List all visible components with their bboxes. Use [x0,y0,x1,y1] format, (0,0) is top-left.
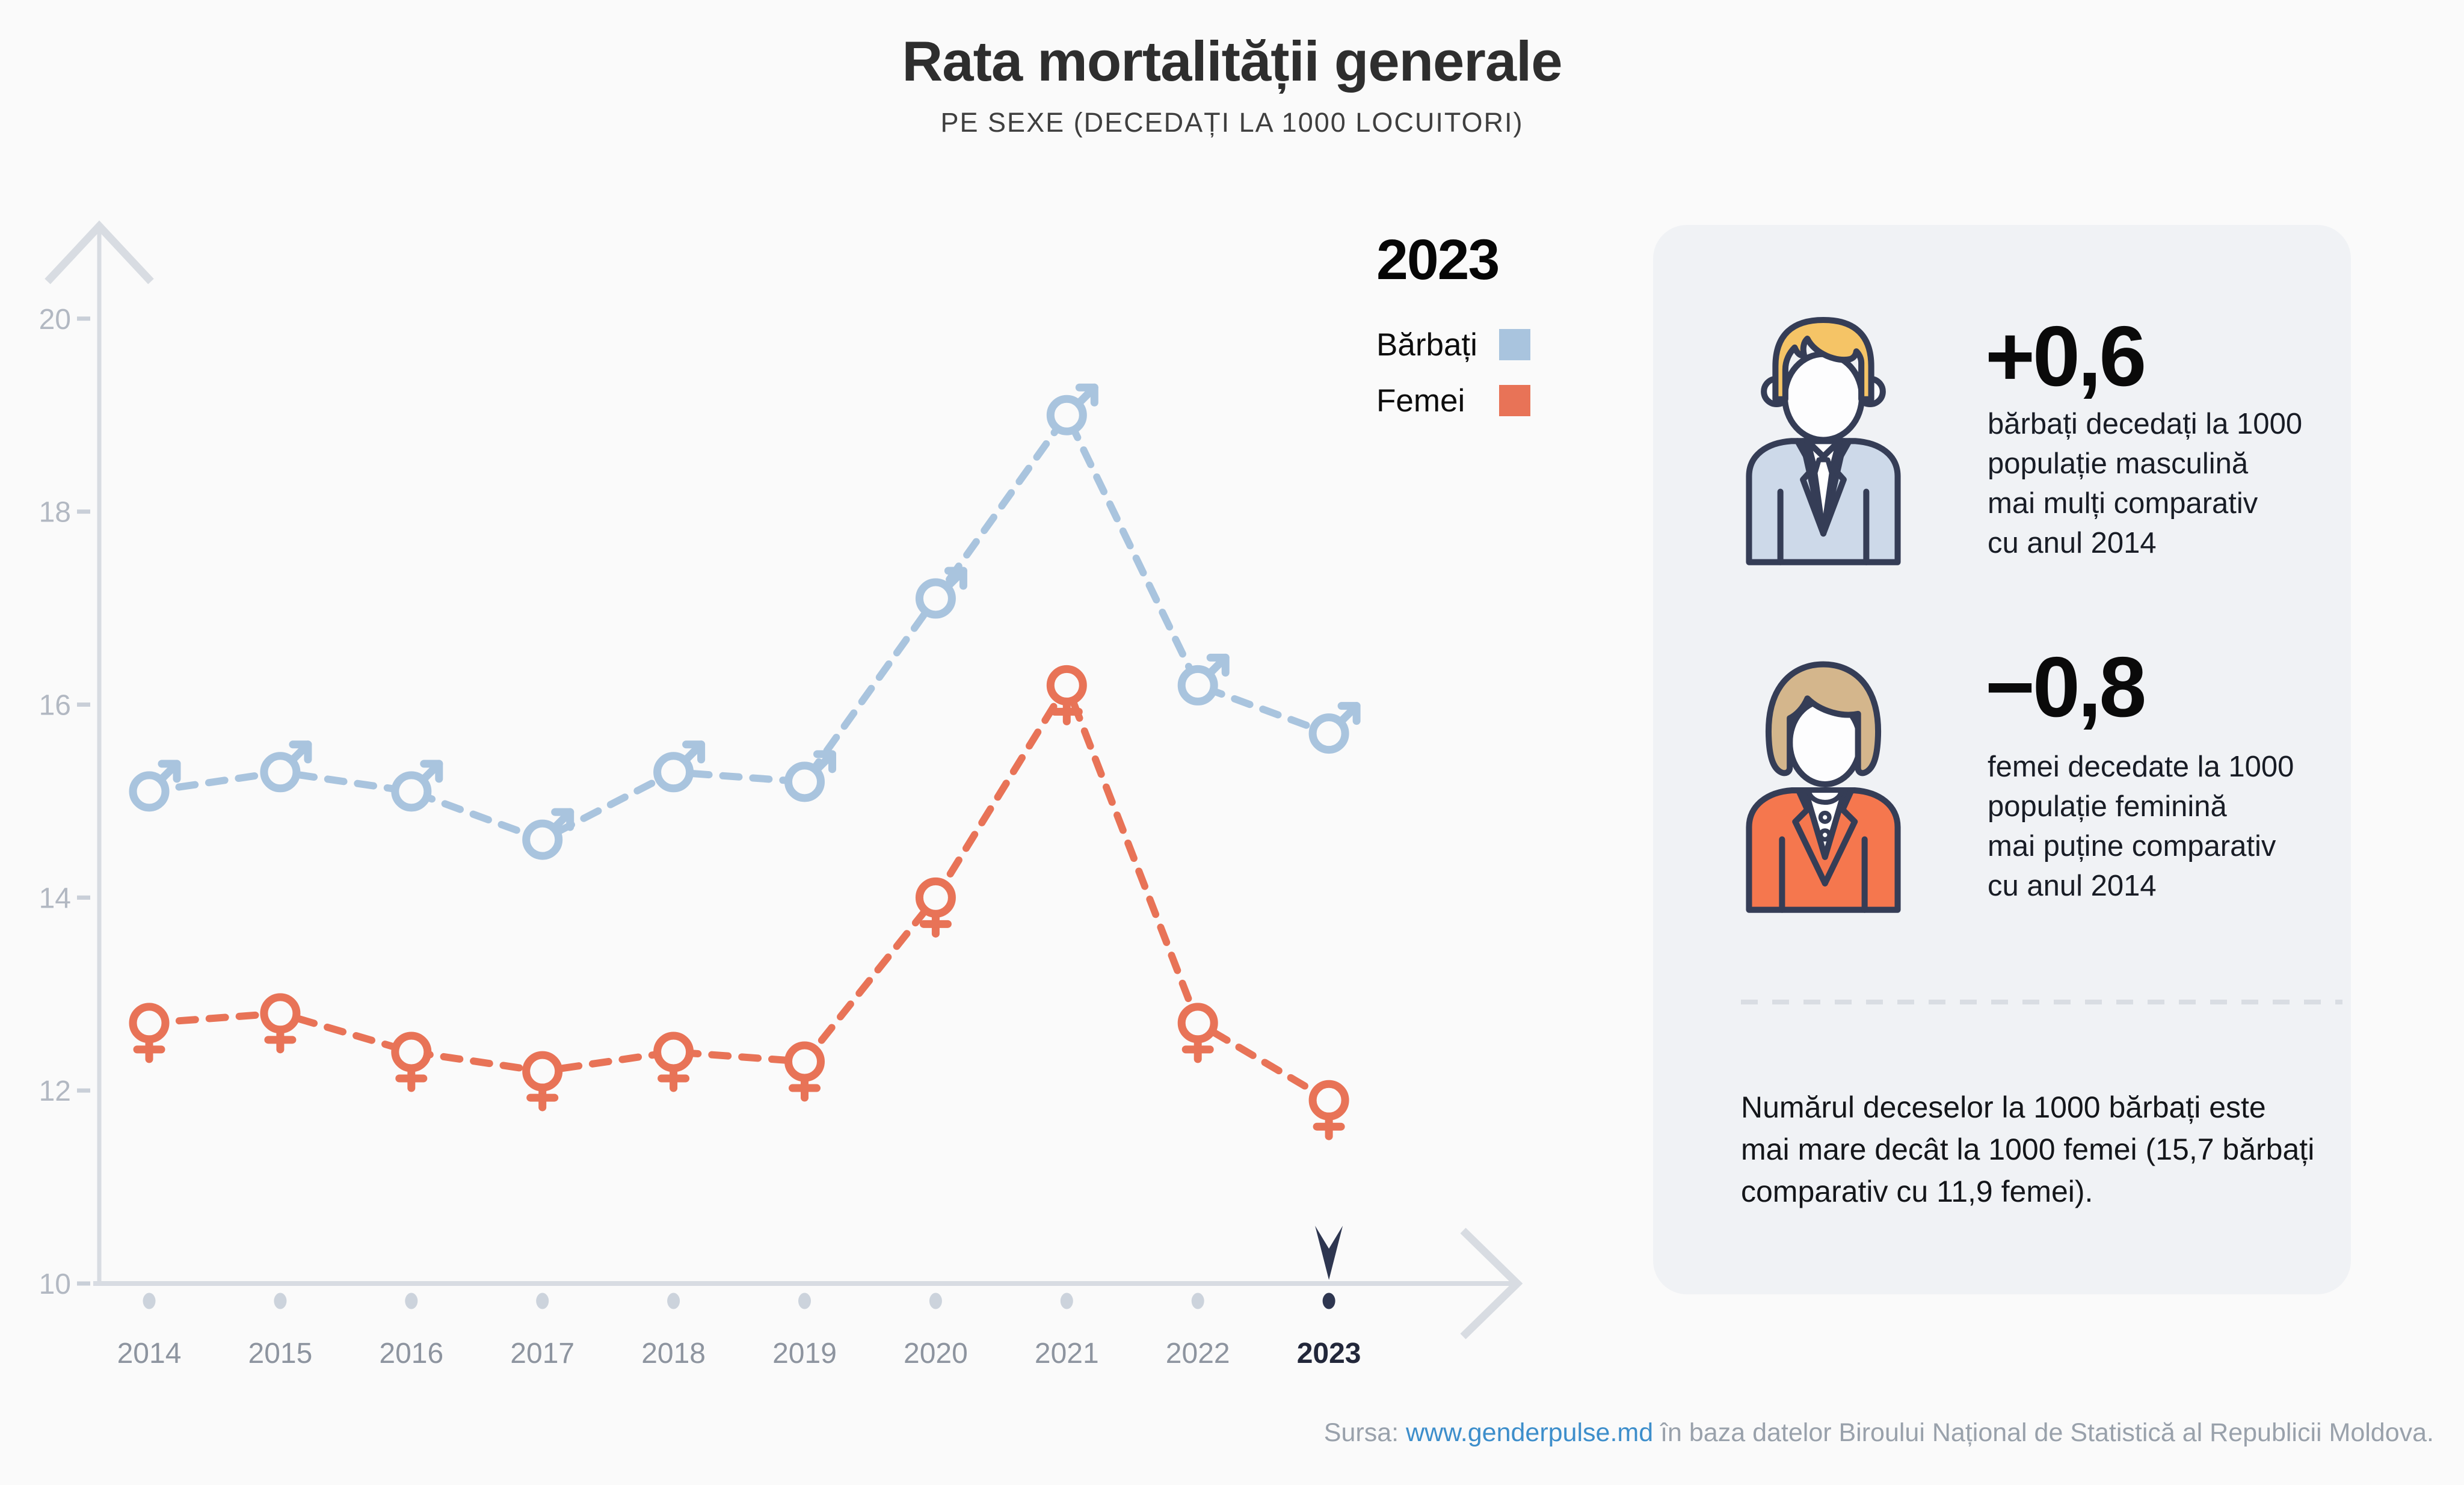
year-tick-2017[interactable]: 2017 [510,1293,574,1370]
y-tick-label: 14 [39,882,71,914]
svg-text:2019: 2019 [772,1338,837,1370]
data-point-female-2016[interactable] [391,1032,432,1092]
y-tick-label: 12 [39,1075,71,1107]
source-line: Sursa: www.genderpulse.md în baza datelo… [1324,1418,2434,1448]
page-subtitle: PE SEXE (DECEDAȚI LA 1000 LOCUITORI) [940,107,1524,138]
legend-item-femei[interactable]: Femei [1376,381,1530,420]
svg-text:2020: 2020 [904,1338,968,1370]
y-tick-label: 18 [39,497,71,529]
year-tick-2016[interactable]: 2016 [379,1293,443,1370]
data-point-male-2019[interactable] [784,750,836,802]
data-point-male-2015[interactable] [260,740,312,793]
svg-text:2022: 2022 [1166,1338,1230,1370]
svg-text:2014: 2014 [117,1338,182,1370]
summary-note: Numărul deceselor la 1000 bărbați este m… [1741,1090,2315,1208]
year-slider-handle[interactable] [1315,1226,1343,1280]
data-point-female-2019[interactable] [784,1041,825,1102]
legend-swatch-femei [1499,385,1530,416]
legend-label-barbati: Bărbați [1376,327,1477,363]
svg-text:2016: 2016 [379,1338,443,1370]
source-link[interactable]: www.genderpulse.md [1406,1418,1654,1447]
female-stat-text: femei decedate la 1000 populație feminin… [1988,751,2294,902]
data-point-male-2020[interactable] [915,567,967,619]
man-avatar-icon [1746,316,1901,565]
y-tick-label: 10 [39,1268,71,1300]
y-tick-label: 20 [39,304,71,336]
legend-swatch-barbati [1499,329,1530,360]
data-point-female-2022[interactable] [1177,1003,1218,1063]
data-point-female-2015[interactable] [260,993,301,1054]
source-prefix: Sursa: [1323,1418,1406,1447]
svg-text:2021: 2021 [1035,1338,1099,1370]
y-tick-label: 16 [39,689,71,721]
data-point-male-2014[interactable] [129,760,181,812]
year-tick-2022[interactable]: 2022 [1166,1293,1230,1370]
year-tick-2020[interactable]: 2020 [904,1293,968,1370]
female-stat-value: −0,8 [1985,639,2146,735]
x-axis-arrow-icon [1460,1228,1523,1339]
data-point-female-2020[interactable] [915,877,956,938]
year-tick-2015[interactable]: 2015 [248,1293,313,1370]
year-tick-2021[interactable]: 2021 [1035,1293,1099,1370]
data-point-male-2022[interactable] [1177,653,1230,706]
data-point-female-2023[interactable] [1308,1080,1349,1140]
data-point-female-2018[interactable] [653,1032,694,1092]
year-tick-2018[interactable]: 2018 [641,1293,706,1370]
series-line-female [146,677,1333,1104]
data-point-male-2017[interactable] [522,808,574,860]
year-tick-2014[interactable]: 2014 [117,1293,182,1370]
male-stat-value: +0,6 [1985,309,2146,404]
legend-item-barbati[interactable]: Bărbați [1376,325,1530,364]
year-tick-2019[interactable]: 2019 [772,1293,837,1370]
series-line-male [146,408,1333,844]
mortality-line-chart: 10 12 14 16 18 20 2014 2015 2016 2017 2018 2019 2020… [39,220,1523,1370]
dashed-divider [1741,1000,2342,1004]
svg-text:2018: 2018 [641,1338,706,1370]
data-point-male-2021[interactable] [1046,383,1098,435]
legend-label-femei: Femei [1376,383,1465,419]
svg-text:2017: 2017 [510,1338,574,1370]
male-stat-text: bărbați decedați la 1000 populație mascu… [1988,408,2303,559]
y-axis-arrow-icon [45,220,154,284]
year-tick-2023[interactable]: 2023 [1297,1293,1361,1370]
svg-text:2023: 2023 [1297,1338,1361,1370]
data-point-female-2021[interactable] [1046,665,1087,725]
data-point-female-2017[interactable] [522,1051,563,1111]
data-point-male-2016[interactable] [391,760,443,812]
page-title: Rata mortalității generale [902,29,1562,93]
source-suffix: în baza datelor Biroului Național de Sta… [1653,1418,2434,1447]
woman-avatar-icon [1746,661,1901,913]
data-point-male-2023[interactable] [1308,702,1361,754]
svg-text:2015: 2015 [248,1338,313,1370]
legend-selected-year: 2023 [1376,228,1500,292]
data-point-female-2014[interactable] [129,1003,170,1063]
data-point-male-2018[interactable] [653,740,706,793]
